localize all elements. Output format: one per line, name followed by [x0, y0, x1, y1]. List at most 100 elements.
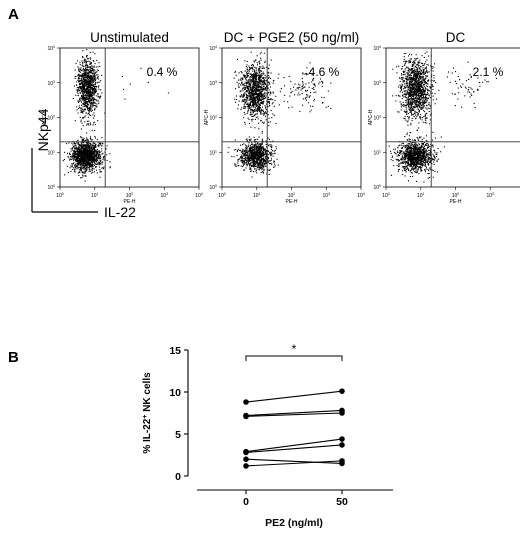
event-dot: [85, 76, 87, 78]
event-dot: [87, 116, 89, 118]
event-dot: [258, 153, 260, 155]
event-dot: [252, 101, 254, 103]
event-dot: [88, 99, 90, 101]
event-dot: [261, 132, 263, 134]
event-dot: [258, 92, 260, 94]
event-dot: [92, 100, 94, 102]
flow-plot: DC100100101101102102103103104104PE-HAPC-…: [368, 30, 520, 205]
event-dot: [414, 156, 416, 158]
event-dot: [257, 145, 259, 147]
event-dot: [255, 72, 257, 74]
event-dot: [103, 166, 105, 168]
event-dot: [262, 109, 264, 111]
event-dot: [255, 92, 257, 94]
panel-a-letter: A: [8, 6, 19, 23]
event-dot: [95, 150, 97, 152]
event-dot: [88, 146, 90, 148]
event-dot: [82, 70, 84, 72]
event-dot: [100, 163, 102, 165]
event-dot: [95, 102, 97, 104]
event-dot: [82, 63, 84, 65]
event-dot: [81, 94, 83, 96]
event-dot: [257, 146, 259, 148]
event-dot: [254, 61, 256, 63]
event-dot: [251, 97, 253, 99]
event-dot: [85, 87, 87, 89]
event-dot: [257, 104, 259, 106]
event-dot: [81, 151, 83, 153]
event-dot: [82, 62, 84, 64]
event-dot: [252, 100, 254, 102]
x-tick-label: 104: [195, 192, 203, 199]
event-dot: [83, 81, 85, 83]
event-dot: [250, 68, 252, 70]
event-dot: [267, 92, 269, 94]
event-dot: [109, 167, 111, 169]
event-dot: [247, 152, 249, 154]
event-dot: [417, 166, 419, 168]
event-dot: [263, 98, 265, 100]
event-dot: [87, 139, 89, 141]
event-dot: [86, 154, 88, 156]
event-dot: [87, 142, 89, 144]
event-dot: [308, 86, 310, 88]
event-dot: [259, 156, 261, 158]
event-dot: [268, 145, 270, 147]
event-dot: [299, 94, 301, 96]
event-dot: [265, 95, 267, 97]
event-dot: [95, 66, 97, 68]
event-dot: [76, 152, 78, 154]
event-dot: [255, 104, 257, 106]
event-dot: [297, 88, 299, 90]
event-dot: [254, 77, 256, 79]
event-dot: [70, 156, 72, 158]
event-dot: [83, 82, 85, 84]
event-dot: [248, 150, 250, 152]
event-dot: [100, 157, 102, 159]
event-dot: [253, 115, 255, 117]
event-dot: [246, 160, 248, 162]
event-dot: [411, 166, 413, 168]
event-dot: [290, 92, 292, 94]
event-dot: [89, 62, 91, 64]
event-dot: [258, 109, 260, 111]
event-dot: [75, 160, 77, 162]
event-dot: [244, 144, 246, 146]
event-dot: [97, 120, 99, 122]
event-dot: [89, 98, 91, 100]
event-dot: [89, 100, 91, 102]
event-dot: [85, 81, 87, 83]
event-dot: [242, 152, 244, 154]
event-dot: [89, 51, 91, 53]
event-dot: [86, 83, 88, 85]
event-dot: [245, 151, 247, 153]
event-dot: [239, 156, 241, 158]
event-dot: [76, 159, 78, 161]
event-dot: [251, 120, 253, 122]
event-dot: [241, 161, 243, 163]
event-dot: [302, 72, 304, 74]
event-dot: [73, 162, 75, 164]
event-dot: [234, 98, 236, 100]
event-dot: [90, 71, 92, 73]
event-dot: [412, 162, 414, 164]
event-dot: [90, 77, 92, 79]
event-dot: [409, 153, 411, 155]
event-dot: [260, 155, 262, 157]
event-dot: [86, 98, 88, 100]
event-dot: [270, 160, 272, 162]
event-dot: [264, 88, 266, 90]
event-dot: [270, 59, 272, 61]
event-dot: [257, 162, 259, 164]
event-dot: [246, 84, 248, 86]
event-dot: [261, 151, 263, 153]
event-dot: [79, 84, 81, 86]
event-dot: [86, 80, 88, 82]
event-dot: [82, 165, 84, 167]
event-dot: [87, 161, 89, 163]
event-dot: [93, 97, 95, 99]
event-dot: [85, 145, 87, 147]
event-dot: [242, 83, 244, 85]
event-dot: [261, 96, 263, 98]
event-dot: [245, 155, 247, 157]
